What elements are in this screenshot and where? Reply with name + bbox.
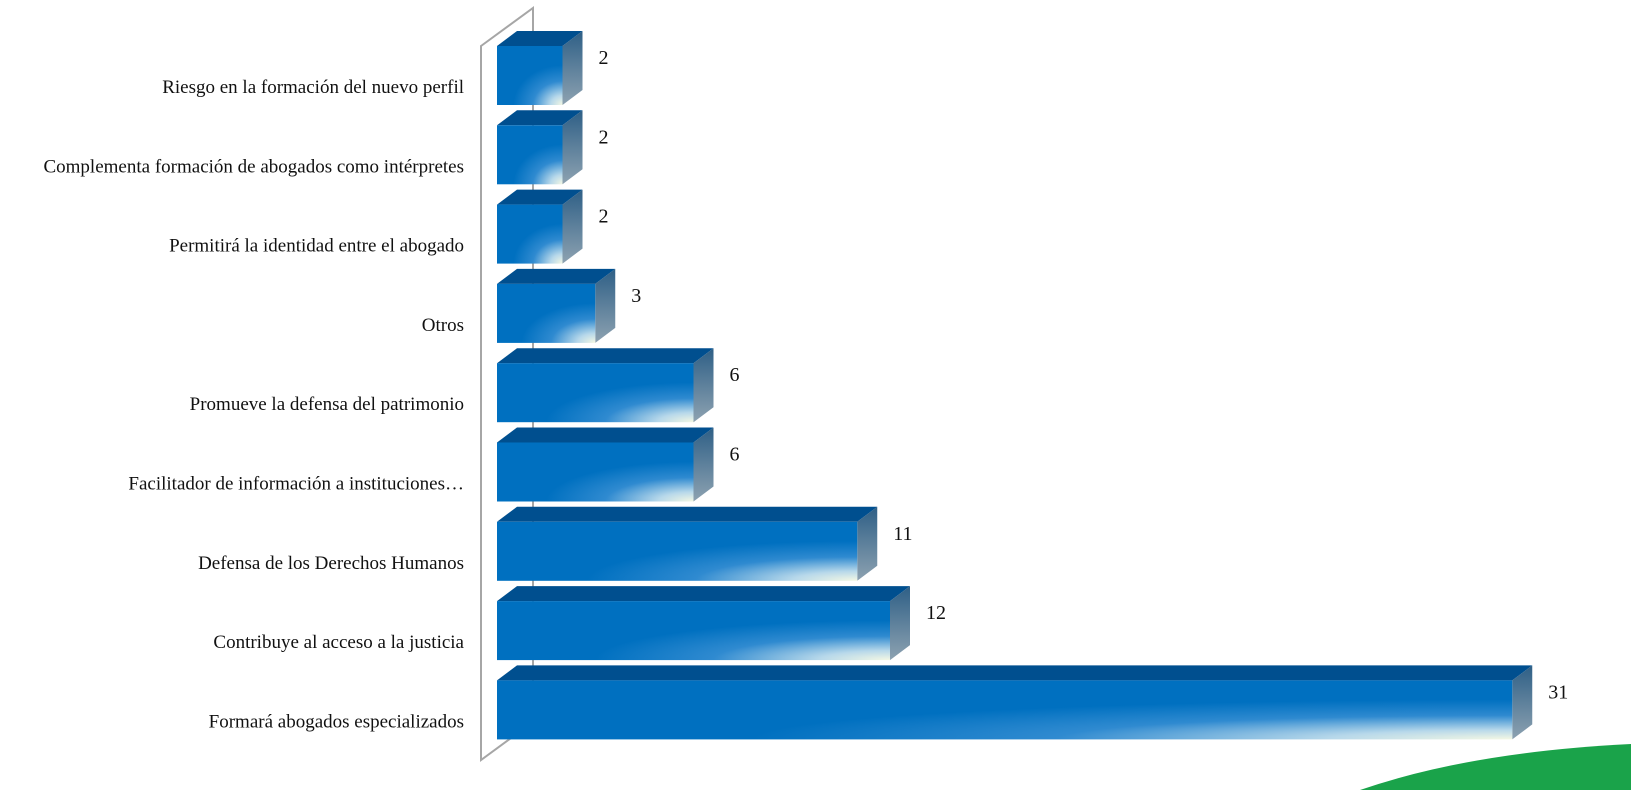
bar-top-face [497, 268, 616, 284]
bar-top-face [497, 665, 1533, 681]
bar-top-face [497, 31, 583, 46]
category-label: Promueve la defensa del patrimonio [190, 394, 464, 415]
bar-side-face [562, 189, 583, 264]
data-label: 3 [631, 285, 641, 307]
bar [497, 348, 714, 423]
bar-front-face [497, 46, 563, 105]
bar-side-face [857, 506, 878, 581]
data-label: 6 [730, 444, 740, 466]
bar-side-face [595, 268, 616, 343]
bar-front-face [497, 125, 563, 185]
bar-side-face [562, 110, 583, 185]
bar-front-face [497, 363, 694, 423]
bar-front-face [497, 521, 858, 581]
bar [497, 31, 583, 105]
bar-side-face [693, 348, 714, 423]
bar-side-face [693, 427, 714, 502]
bar [497, 427, 714, 502]
category-label: Formará abogados especializados [209, 711, 464, 732]
bar-front-face [497, 283, 596, 343]
bar-top-face [497, 586, 910, 602]
bar-top-face [497, 348, 714, 364]
bar-side-face [562, 31, 583, 105]
category-label: Contribuye al acceso a la justicia [213, 632, 464, 653]
bar-top-face [497, 506, 878, 522]
bar-top-face [497, 189, 583, 205]
data-labels: 2 2 2 3 6 6 11 12 31 [599, 47, 1569, 703]
bar-side-face [1512, 665, 1533, 740]
category-label: Riesgo en la formación del nuevo perfil [162, 77, 464, 98]
bars [497, 31, 1533, 740]
category-label: Permitirá la identidad entre el abogado [169, 236, 464, 257]
category-label: Defensa de los Derechos Humanos [198, 553, 464, 574]
bar [497, 110, 583, 185]
corner-swoosh-decoration [1360, 744, 1631, 790]
bar [497, 189, 583, 264]
bar [497, 665, 1533, 740]
data-label: 2 [599, 126, 609, 148]
data-label: 12 [926, 602, 946, 624]
bar-front-face [497, 680, 1513, 740]
bar-top-face [497, 110, 583, 126]
category-label: Otros [422, 315, 464, 336]
data-label: 11 [893, 523, 912, 545]
bar [497, 268, 616, 343]
bar-side-face [890, 586, 910, 661]
bar-front-face [497, 204, 563, 264]
bar-front-face [497, 601, 890, 661]
bar [497, 586, 910, 661]
category-label: Facilitador de información a institucion… [128, 474, 464, 495]
category-labels: Riesgo en la formación del nuevo perfil C… [43, 77, 464, 732]
data-label: 2 [599, 47, 609, 69]
category-label: Complementa formación de abogados como i… [43, 156, 464, 177]
data-label: 31 [1548, 681, 1568, 703]
bar-top-face [497, 427, 714, 443]
data-label: 6 [730, 364, 740, 386]
decor [1360, 744, 1631, 790]
data-label: 2 [599, 206, 609, 228]
bar [497, 506, 878, 581]
bar-front-face [497, 442, 694, 502]
